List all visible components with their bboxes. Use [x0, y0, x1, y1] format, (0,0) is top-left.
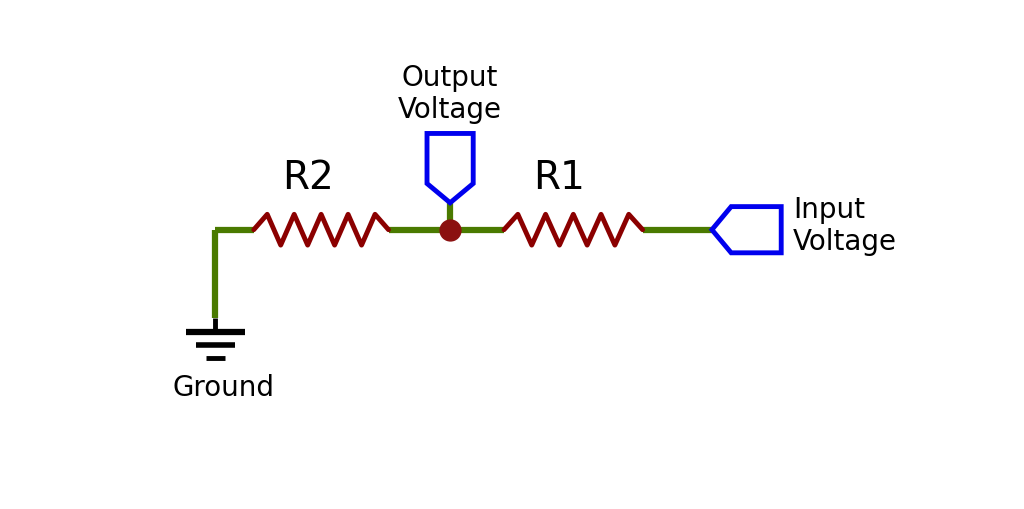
Text: R2: R2	[282, 159, 334, 197]
Text: Input
Voltage: Input Voltage	[793, 195, 897, 256]
Text: Ground: Ground	[173, 374, 274, 402]
Polygon shape	[712, 207, 781, 253]
Polygon shape	[427, 133, 473, 203]
Text: Output
Voltage: Output Voltage	[398, 64, 502, 124]
Text: R1: R1	[534, 159, 586, 197]
